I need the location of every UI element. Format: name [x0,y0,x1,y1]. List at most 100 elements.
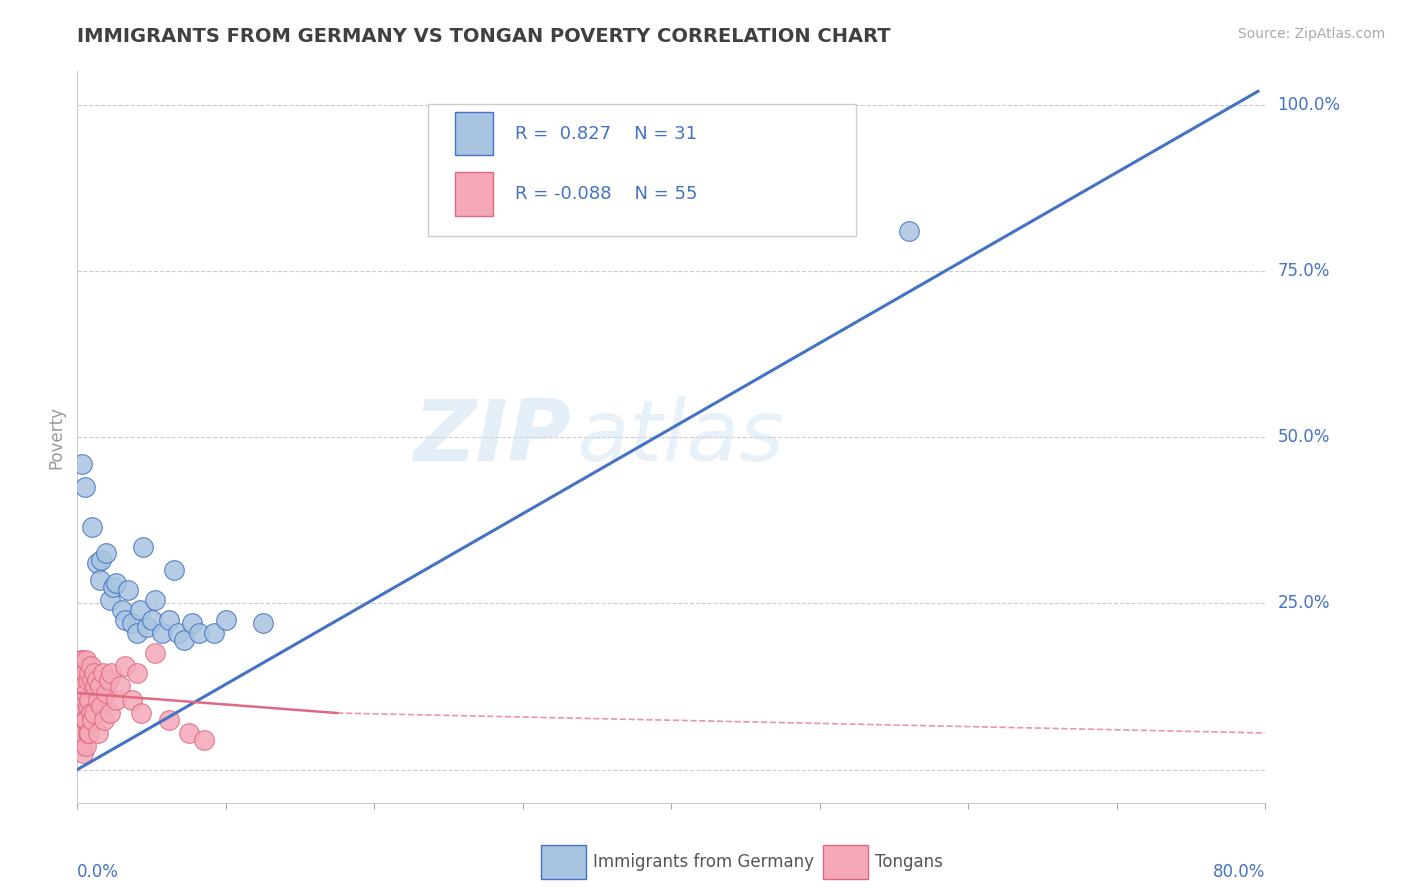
Point [215,613,238,627]
Point [143,646,166,660]
Point [114,613,136,627]
Point [121,692,143,706]
Point [73,713,96,727]
Point [73,692,96,706]
Point [77,692,100,706]
Point [84,680,107,694]
Point [91,666,114,681]
Point [86,557,108,571]
Point [69,653,91,667]
Point [67,673,90,687]
Point [77,666,100,681]
Point [80,659,103,673]
Text: atlas: atlas [576,395,785,479]
Point [167,626,190,640]
Point [98,593,121,607]
Point [94,546,117,560]
Point [104,576,127,591]
Point [75,653,97,667]
Point [143,593,166,607]
Point [110,680,132,694]
Text: ZIP: ZIP [413,395,571,479]
Point [202,626,225,640]
Point [97,673,120,687]
Point [82,713,104,727]
Text: 25.0%: 25.0% [1277,594,1330,612]
Point [72,746,94,760]
Point [77,726,100,740]
Point [89,680,111,694]
Point [121,616,143,631]
Point [129,706,152,720]
Point [188,626,211,640]
Point [177,726,200,740]
Point [70,680,93,694]
Point [136,619,159,633]
Point [70,457,93,471]
Point [76,699,98,714]
Point [90,553,112,567]
Point [125,666,148,681]
Point [101,580,124,594]
Point [94,686,117,700]
Point [98,706,121,720]
Point [72,726,94,740]
Text: Source: ZipAtlas.com: Source: ZipAtlas.com [1237,27,1385,41]
Text: 80.0%: 80.0% [1213,863,1265,880]
Point [83,666,105,681]
Point [67,696,90,710]
Point [75,739,97,754]
Point [180,616,202,631]
Text: 0.0%: 0.0% [77,863,120,880]
Point [90,699,112,714]
Point [72,653,94,667]
Text: 100.0%: 100.0% [1277,95,1340,113]
Point [70,713,93,727]
Point [70,739,93,754]
Point [163,563,186,577]
Text: IMMIGRANTS FROM GERMANY VS TONGAN POVERTY CORRELATION CHART: IMMIGRANTS FROM GERMANY VS TONGAN POVERT… [77,27,891,45]
Point [75,686,97,700]
Point [83,706,105,720]
Point [69,726,91,740]
Point [111,603,134,617]
Point [87,726,110,740]
Point [104,692,127,706]
Point [131,540,153,554]
Point [252,616,274,631]
Point [72,680,94,694]
Point [82,520,104,534]
Text: 50.0%: 50.0% [1277,428,1330,446]
Point [117,582,139,597]
Y-axis label: Poverty: Poverty [48,406,66,468]
Point [89,573,111,587]
Point [157,613,180,627]
Point [128,603,150,617]
Point [93,713,115,727]
Point [70,666,93,681]
Point [76,726,98,740]
Text: Tongans: Tongans [875,853,942,871]
Point [69,706,91,720]
Point [86,673,108,687]
Point [157,713,180,727]
Point [87,692,110,706]
Point [173,632,195,647]
Point [114,659,136,673]
Point [80,706,103,720]
Point [100,666,122,681]
FancyBboxPatch shape [427,104,855,235]
Text: R = -0.088    N = 55: R = -0.088 N = 55 [515,186,697,203]
Point [898,224,921,238]
Text: R =  0.827    N = 31: R = 0.827 N = 31 [515,125,696,143]
Text: Immigrants from Germany: Immigrants from Germany [593,853,814,871]
Point [141,613,163,627]
Point [150,626,173,640]
Point [73,666,96,681]
Point [73,480,96,494]
Point [82,673,104,687]
FancyBboxPatch shape [456,112,494,155]
Point [75,713,97,727]
FancyBboxPatch shape [456,172,494,216]
Text: 75.0%: 75.0% [1277,262,1330,280]
